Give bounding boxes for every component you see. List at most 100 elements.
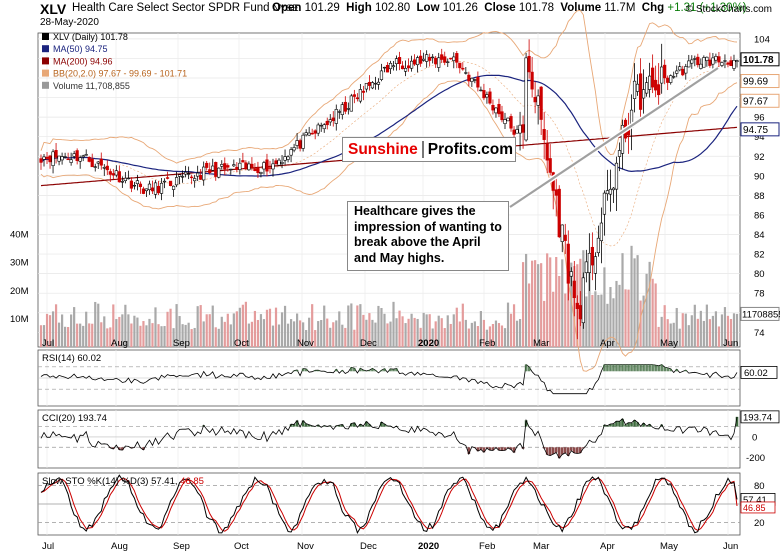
- fund-name: Health Care Select Sector SPDR Fund NYSE: [72, 2, 299, 14]
- volume-bar: [368, 313, 371, 347]
- candle-body: [171, 185, 176, 190]
- volume-bar: [39, 325, 43, 347]
- candle-body: [316, 124, 320, 134]
- annotation-line: [509, 67, 719, 208]
- candle-body: [141, 188, 146, 194]
- candle-body: [72, 153, 76, 157]
- candle-body: [434, 57, 438, 65]
- candle-body: [102, 167, 106, 169]
- candle-body: [337, 111, 341, 113]
- x-tick-label-bottom: Sep: [173, 541, 190, 552]
- candle-body: [232, 164, 236, 167]
- candle-body: [370, 82, 375, 89]
- volume-label: Volume: [560, 2, 602, 14]
- volume-bar: [118, 316, 121, 347]
- candle-body: [144, 188, 149, 192]
- candle-body: [614, 162, 619, 190]
- candle-body: [96, 161, 100, 164]
- candle-body: [126, 177, 130, 180]
- price-tick-label: 104: [754, 34, 770, 45]
- volume-bar: [166, 311, 169, 347]
- x-tick-label-bottom: Jul: [42, 541, 54, 552]
- x-tick-label-top: Nov: [297, 338, 314, 349]
- candle-body: [343, 101, 347, 112]
- candle-body: [313, 130, 317, 134]
- exchange-label: NYSE: [272, 3, 299, 14]
- volume-bar: [139, 325, 142, 347]
- stoch-tick-label: 80: [754, 481, 765, 492]
- candle-body: [533, 97, 537, 103]
- candle-body: [39, 158, 43, 163]
- candle-body: [431, 56, 435, 59]
- volume-bar: [666, 319, 669, 347]
- candle-body: [301, 134, 305, 149]
- x-tick-label-top: Oct: [234, 338, 249, 349]
- volume-bar: [172, 328, 175, 347]
- candle-body: [99, 158, 103, 166]
- candle-body: [599, 222, 604, 242]
- stoch-label-d: 46.85: [180, 476, 204, 487]
- volume-bar: [226, 313, 229, 347]
- volume-tick-label: 10M: [10, 314, 29, 325]
- volume-bar: [657, 326, 660, 347]
- volume-bar: [732, 313, 736, 347]
- volume-bar: [618, 284, 621, 347]
- candle-body: [259, 172, 263, 174]
- volume-bar: [79, 323, 82, 347]
- volume-bar: [467, 328, 470, 347]
- volume-bar: [446, 315, 449, 347]
- candle-body: [536, 95, 540, 106]
- volume-bar: [283, 305, 287, 347]
- volume-bar: [112, 304, 115, 347]
- volume-bar: [383, 313, 386, 347]
- candle-body: [632, 80, 637, 99]
- x-tick-label-bottom: May: [660, 541, 678, 552]
- candle-body: [319, 124, 323, 127]
- candle-body: [699, 63, 703, 69]
- candle-body: [376, 81, 381, 85]
- close-label: Close: [484, 2, 516, 14]
- stoch-d-line: [40, 477, 738, 532]
- open-label: Open: [272, 2, 302, 14]
- chart-date: 28-May-2020: [40, 17, 99, 28]
- candle-body: [382, 66, 387, 69]
- candle-body: [244, 162, 248, 170]
- candle-body: [196, 172, 200, 177]
- volume-bar: [696, 318, 699, 347]
- rsi-badge: 60.02: [744, 368, 768, 379]
- low-value: 101.26: [442, 2, 478, 14]
- legend-ma50-swatch: [42, 45, 49, 53]
- volume-bar: [518, 318, 522, 347]
- stoch-k-badge: 57.41: [743, 495, 767, 506]
- stoch-d-badge: 46.85: [743, 503, 766, 513]
- high-value: 102.80: [374, 2, 411, 14]
- legend-ma50: MA(50) 94.75: [53, 44, 108, 54]
- volume-bar: [428, 314, 431, 347]
- volume-bar: [543, 300, 546, 347]
- volume-bar: [512, 304, 516, 347]
- volume-bar: [645, 273, 648, 347]
- volume-bar: [121, 314, 124, 347]
- volume-bar: [157, 324, 160, 347]
- x-tick-label-bottom: 2020: [418, 541, 439, 552]
- volume-bar: [85, 311, 88, 347]
- volume-bar: [274, 307, 278, 347]
- candle-body: [455, 53, 459, 63]
- candle-body: [503, 119, 507, 124]
- candle-body: [117, 171, 121, 183]
- candle-body: [63, 156, 67, 158]
- candle-body: [220, 164, 224, 167]
- bollinger-lower-line: [40, 80, 738, 372]
- candle-body: [214, 161, 218, 177]
- candle-body: [367, 81, 372, 86]
- volume-bar: [82, 325, 85, 347]
- legend-ma200: MA(200) 94.96: [53, 56, 113, 66]
- candle-body: [641, 89, 646, 99]
- volume-bar: [211, 305, 214, 347]
- volume-bar: [455, 307, 458, 347]
- candle-body: [202, 166, 206, 181]
- volume-bar: [549, 257, 552, 347]
- candle-body: [717, 56, 721, 63]
- candle-body: [108, 171, 112, 175]
- volume-bar: [353, 329, 356, 347]
